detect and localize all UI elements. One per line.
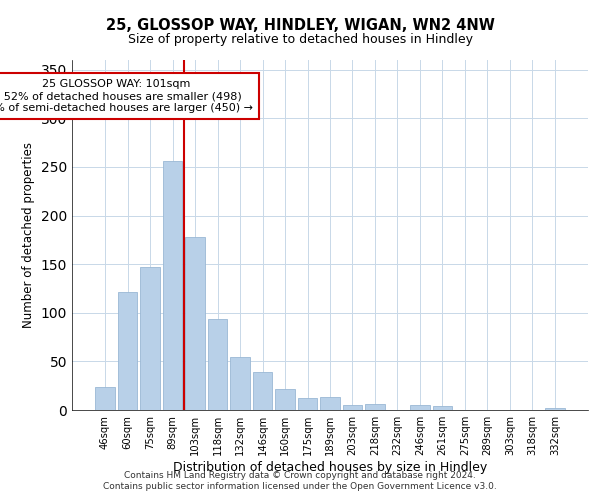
Y-axis label: Number of detached properties: Number of detached properties (22, 142, 35, 328)
Bar (140, 267, 160, 410)
Bar (545, 408, 565, 410)
Text: Contains public sector information licensed under the Open Government Licence v3: Contains public sector information licen… (103, 482, 497, 491)
Bar (343, 405, 362, 410)
Bar (95, 386, 115, 410)
Bar (365, 404, 385, 410)
Text: Size of property relative to detached houses in Hindley: Size of property relative to detached ho… (128, 32, 473, 46)
Bar (185, 237, 205, 410)
Text: 25 GLOSSOP WAY: 101sqm
← 52% of detached houses are smaller (498)
47% of semi-de: 25 GLOSSOP WAY: 101sqm ← 52% of detached… (0, 80, 253, 112)
Bar (230, 356, 250, 410)
Text: 25, GLOSSOP WAY, HINDLEY, WIGAN, WN2 4NW: 25, GLOSSOP WAY, HINDLEY, WIGAN, WN2 4NW (106, 18, 494, 32)
Bar (163, 161, 182, 410)
Bar (118, 292, 137, 410)
Bar (410, 405, 430, 410)
Bar (208, 318, 227, 410)
X-axis label: Distribution of detached houses by size in Hindley: Distribution of detached houses by size … (173, 461, 487, 474)
Bar (275, 388, 295, 410)
Bar (433, 406, 452, 410)
Bar (320, 398, 340, 410)
Text: Contains HM Land Registry data © Crown copyright and database right 2024.: Contains HM Land Registry data © Crown c… (124, 470, 476, 480)
Bar (298, 398, 317, 410)
Bar (253, 372, 272, 410)
